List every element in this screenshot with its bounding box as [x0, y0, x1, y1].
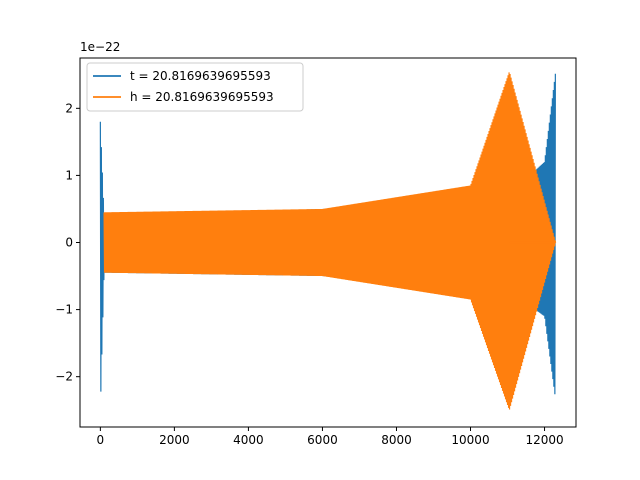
legend: t = 20.8169639695593 h = 20.816963969559…	[86, 62, 304, 112]
x-tick-label: 12000	[525, 433, 563, 447]
y-tick-label: −1	[55, 303, 73, 317]
y-tick-label: 0	[65, 236, 73, 250]
x-tick-label: 2000	[159, 433, 190, 447]
legend-label-series-0: t = 20.8169639695593	[130, 69, 271, 83]
legend-frame	[86, 62, 304, 112]
series-1-line	[103, 72, 557, 410]
x-tick-label: 8000	[381, 433, 412, 447]
series-1	[103, 72, 557, 410]
legend-label-series-1: h = 20.8169639695593	[130, 90, 274, 104]
y-tick-label: −2	[55, 370, 73, 384]
axes-layer: 0 2000 4000 6000 8000 10000 12000 −2 −1 0 1 2	[55, 57, 577, 447]
y-offset-text: 1e−22	[80, 40, 120, 54]
series-layer	[99, 72, 557, 410]
y-tick-label: 1	[65, 168, 73, 182]
x-tick-label: 6000	[307, 433, 338, 447]
x-tick-label: 0	[97, 433, 105, 447]
y-tick-label: 2	[65, 101, 73, 115]
x-tick-label: 10000	[451, 433, 489, 447]
x-tick-label: 4000	[233, 433, 264, 447]
